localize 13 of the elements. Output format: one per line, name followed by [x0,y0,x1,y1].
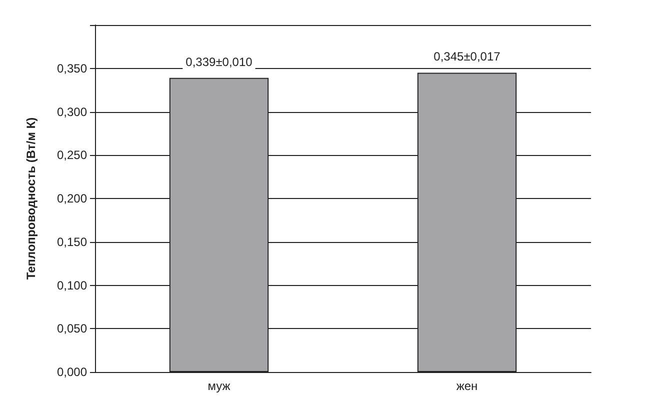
x-tick-label: муж [208,379,230,393]
data-label: 0,339±0,010 [186,54,253,69]
data-label: 0,345±0,017 [434,50,501,64]
y-tick-label: 0,000 [56,365,88,379]
y-tick-label: 0,250 [56,148,88,162]
y-tick-label: 0,300 [56,104,88,119]
y-tick-label: 0,150 [56,234,88,249]
y-tick-label: 0,100 [56,278,88,292]
y-axis-title: Теплопроводность (Вт/м К) [24,117,38,280]
y-tick-label: 0,050 [56,322,88,336]
y-tick-label: 0,200 [56,192,88,206]
y-tick-label: 0,350 [56,61,88,76]
x-tick-label: жен [456,379,478,393]
